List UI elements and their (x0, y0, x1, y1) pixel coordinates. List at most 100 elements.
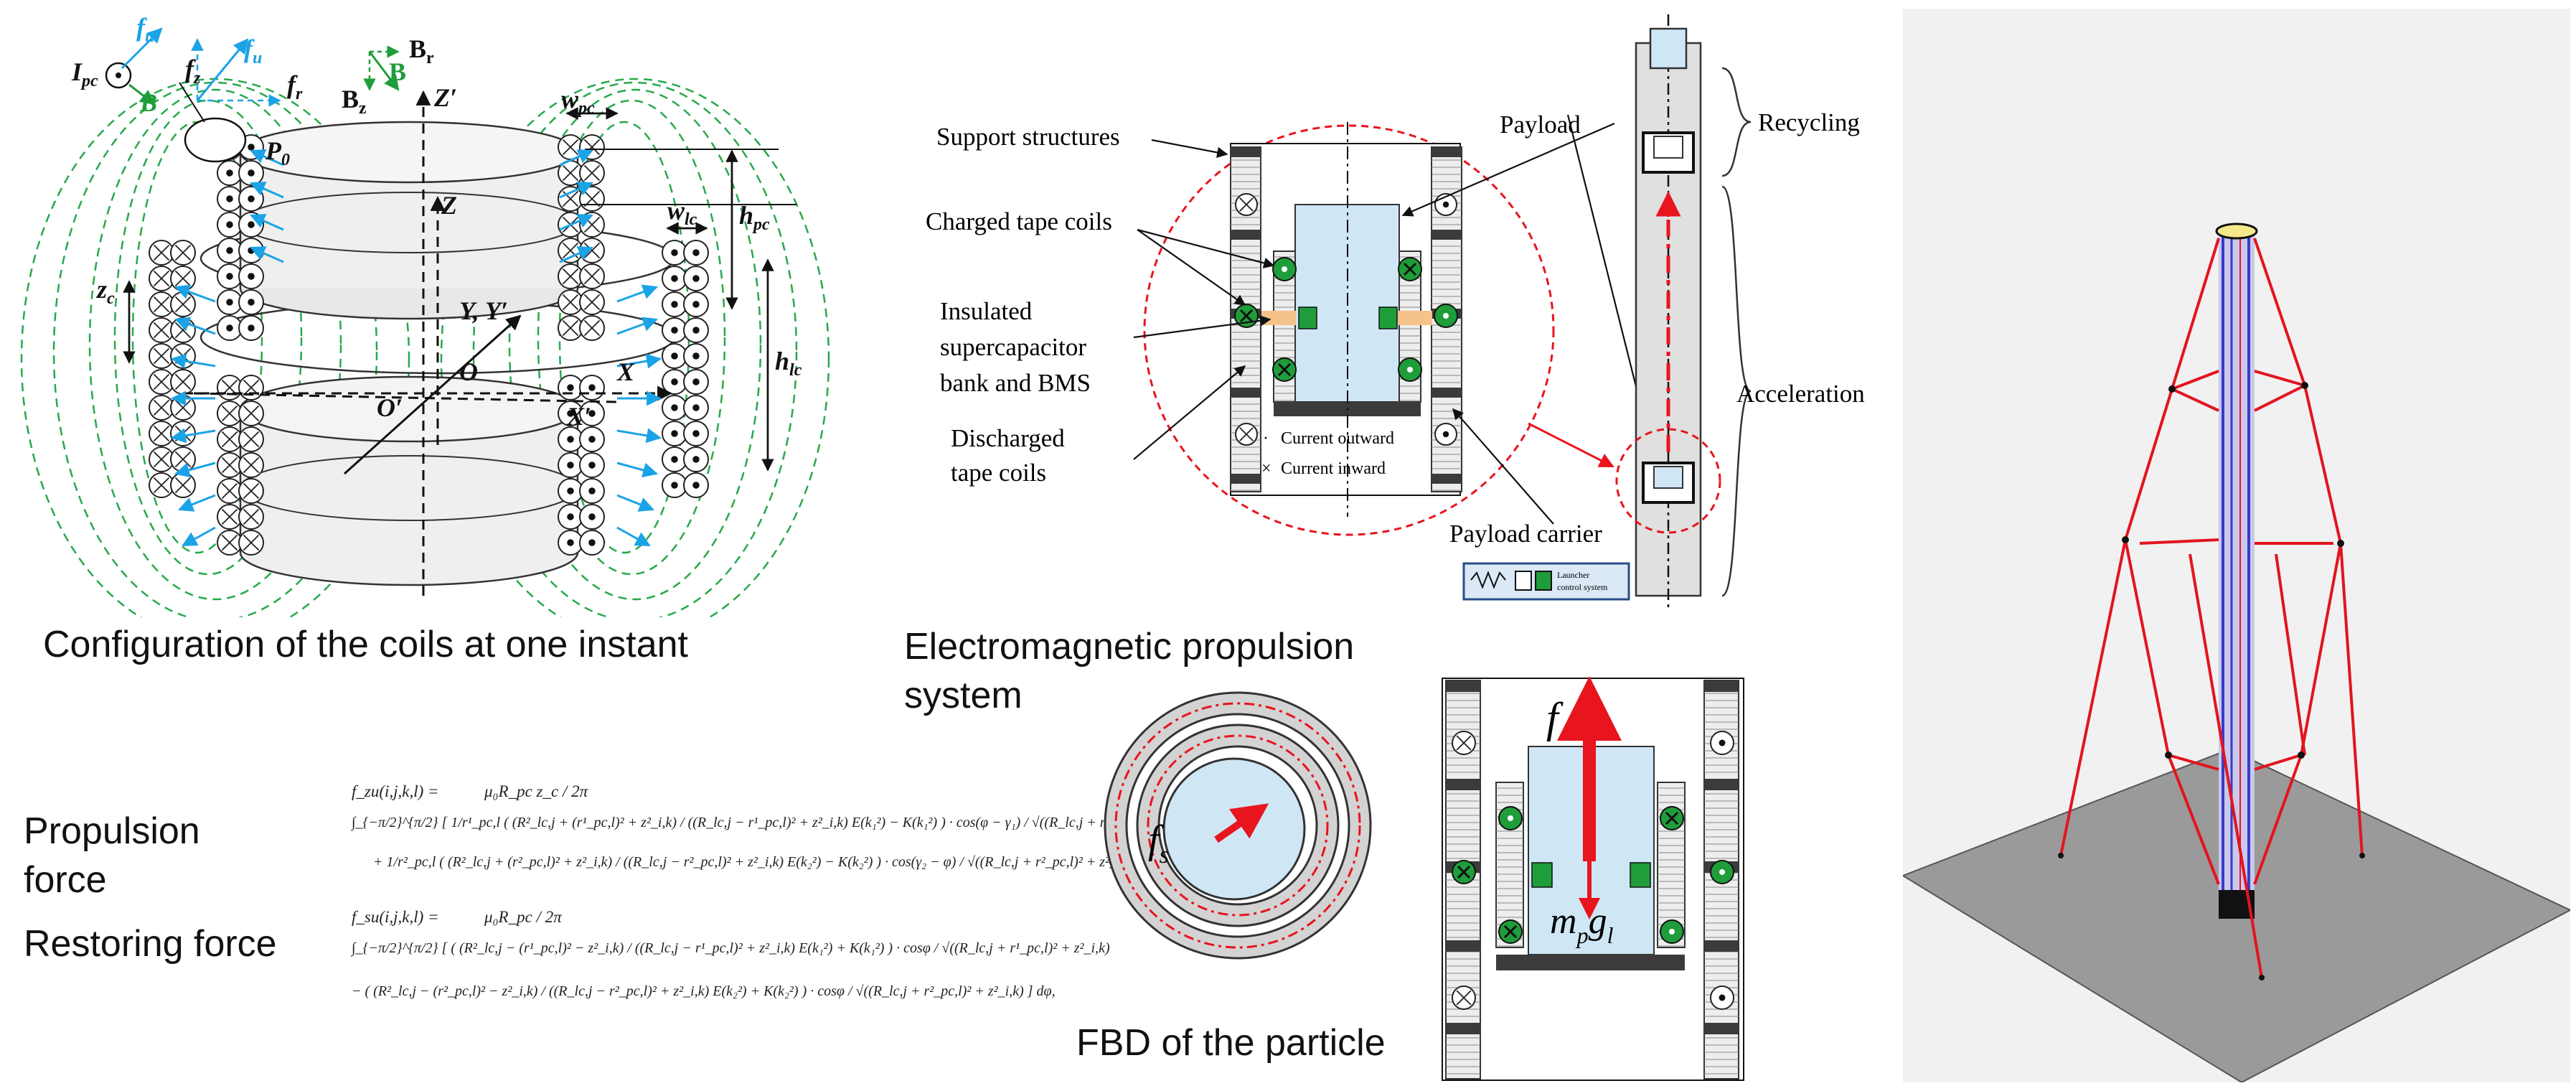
charged-coil (1498, 806, 1523, 830)
coil-turn (558, 452, 583, 478)
label-charged: Charged tape coils (926, 207, 1112, 235)
coil-turn (662, 395, 687, 421)
coil-turn (558, 289, 583, 315)
fbd-diagram: fs f mpgl (1104, 676, 1744, 1081)
tower-render-panel (1903, 9, 2570, 1082)
coil-turn (238, 263, 264, 289)
label-support: Support structures (936, 123, 1120, 151)
charged-coil (1272, 257, 1297, 281)
bz-label: Bz (342, 85, 367, 118)
svg-text:×: × (1261, 459, 1271, 478)
charged-coil (1452, 860, 1476, 884)
label-supercap: supercapacitor (940, 333, 1086, 361)
coil-turn (238, 289, 264, 315)
launcher-control-system: Launcher control system (1462, 562, 1630, 601)
coil-turn (238, 504, 264, 530)
coil-turn (170, 240, 196, 266)
fbd-discharged-coil (1710, 985, 1734, 1010)
b-label: B (139, 88, 157, 117)
coil-turn (149, 343, 174, 369)
x-label: X (616, 357, 635, 386)
coil-turn (217, 160, 243, 186)
eq-fsu-lhs: f_su(i,j,k,l) = (352, 908, 439, 926)
coil-turn (238, 530, 264, 556)
coil-turn (149, 395, 174, 421)
charged-coil (1498, 919, 1523, 944)
coil-turn (217, 452, 243, 478)
coil-turn (170, 472, 196, 498)
coil-turn (558, 263, 583, 289)
coil-turn (217, 186, 243, 212)
coil-turn (662, 240, 687, 266)
coil-turn (683, 369, 709, 395)
launcher-detail (1230, 122, 1462, 517)
coil-turn (683, 395, 709, 421)
caption-propulsion-force: Propulsion force (24, 810, 200, 901)
force-arrows (170, 149, 662, 547)
caption-restoring-force: Restoring force (24, 923, 277, 965)
discharged-coil (1235, 193, 1258, 216)
xprime-label: X′ (566, 402, 591, 431)
coil-turn (149, 421, 174, 446)
eq-fsu-2: − ( (R²_lc,j − (r²_pc,l)² − z²_i,k) / ((… (352, 983, 1056, 999)
axes (123, 90, 796, 596)
hpc-label: hpc (739, 201, 770, 234)
current-legend: · Current outward × Current inward (1261, 429, 1394, 478)
z-label: Z (441, 191, 457, 220)
coil-turn (217, 238, 243, 263)
coil-turn (149, 291, 174, 317)
coil-turn (149, 446, 174, 472)
coil-turn (579, 186, 605, 212)
coil-turn (662, 317, 687, 343)
tower-shaft (2215, 223, 2258, 919)
coil-turn (579, 315, 605, 341)
equation-block: f_zu(i,j,k,l) = μ₀R_pc z_c / 2π ∫_{−π/2}… (352, 775, 1200, 1041)
coil-turn (170, 343, 196, 369)
svg-text:Launcher: Launcher (1557, 570, 1589, 580)
charged-coil (1272, 357, 1297, 382)
coil-turn (217, 530, 243, 556)
zprime-label: Z′ (433, 83, 457, 112)
coil-turn (579, 504, 605, 530)
fu-label: fu (136, 13, 154, 46)
wpc-label: wpc (561, 85, 595, 118)
coil-turn (238, 478, 264, 504)
fbd-forces: f mpgl (1546, 676, 1622, 948)
coil-turn (662, 446, 687, 472)
coil-turn (170, 446, 196, 472)
eq-fzu-coef: μ₀R_pc z_c / 2π (484, 782, 588, 800)
wlc-label: wlc (667, 196, 697, 229)
svg-text:·: · (1263, 429, 1269, 448)
charged-coil (1398, 357, 1422, 382)
label-insulated: Insulated (940, 297, 1033, 325)
coil-turn (579, 375, 605, 401)
ipc-label: Ipc (71, 57, 98, 90)
fbd-discharged-coil (1452, 985, 1476, 1010)
coil-turn (683, 343, 709, 369)
coil-turn (579, 478, 605, 504)
svg-text:Current inward: Current inward (1281, 459, 1386, 478)
coil-turn (662, 421, 687, 446)
coil-turn (579, 426, 605, 452)
coil-turn (683, 421, 709, 446)
coil-turn (662, 472, 687, 498)
coil-turn (683, 472, 709, 498)
coil-turn (217, 375, 243, 401)
fbd-top-view: fs (1104, 691, 1372, 960)
eq-fzu-2: + 1/r²_pc,l ( (R²_lc,j + (r²_pc,l)² + z²… (373, 854, 1167, 870)
hlc-label: hlc (775, 347, 802, 380)
mpgl-label: mpgl (1550, 901, 1614, 948)
coil-turn (579, 263, 605, 289)
label-payload: Payload (1500, 111, 1581, 139)
caption-fbd: FBD of the particle (1076, 1022, 1386, 1064)
eq-fzu-lhs: f_zu(i,j,k,l) = (352, 782, 439, 800)
coil-symbol-labels: Ipc fu B fz fu fr Br B Bz Z′ Z P0 wpc wl… (71, 13, 802, 431)
coil-turn (170, 369, 196, 395)
coil-turn (579, 160, 605, 186)
eq-fsu-coef: μ₀R_pc / 2π (484, 908, 562, 926)
coil-turn (238, 452, 264, 478)
label-acceleration: Acceleration (1736, 380, 1865, 408)
coil-turn (170, 291, 196, 317)
coil-turn (683, 446, 709, 472)
coil-turn (217, 426, 243, 452)
